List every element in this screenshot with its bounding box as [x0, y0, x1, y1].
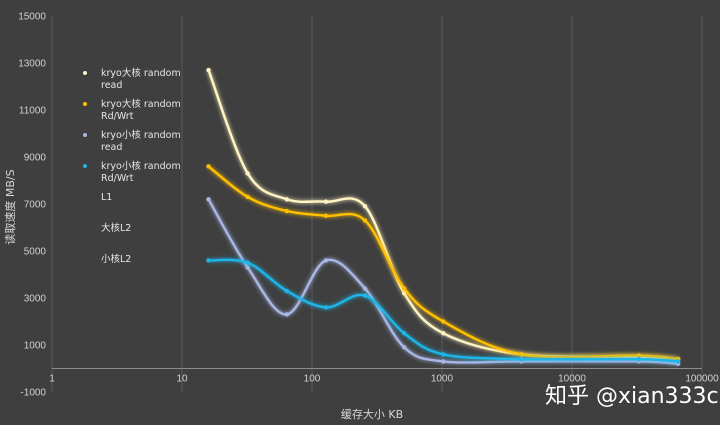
- data-point: [636, 353, 642, 358]
- x-tick-label: 10000: [558, 374, 586, 385]
- data-point: [362, 218, 368, 223]
- data-point: [206, 258, 211, 263]
- data-point: [284, 197, 290, 202]
- legend-entry-3: kryo小核 random Rd/Wrt: [101, 160, 181, 184]
- legend-entry-4: L1: [101, 192, 112, 203]
- data-point: [245, 171, 250, 176]
- series-line-2: [207, 198, 679, 365]
- legend-marker: [83, 102, 87, 106]
- legend-entry-2: kryo小核 random read: [101, 129, 181, 153]
- legend-entry-1: kryo大核 random Rd/Wrt: [101, 98, 181, 122]
- data-point: [284, 208, 290, 214]
- y-tick-label: 13000: [18, 59, 46, 70]
- y-tick-label: 9000: [24, 153, 47, 164]
- x-tick-label: 1: [49, 374, 55, 385]
- x-axis-label: 缓存大小 KB: [341, 407, 403, 421]
- legend-marker: [83, 133, 87, 137]
- watermark-text: 知乎 @xian333c: [545, 384, 719, 409]
- data-point: [519, 352, 524, 357]
- data-point: [206, 164, 211, 169]
- y-tick-label: 15000: [18, 12, 46, 23]
- data-point: [362, 286, 368, 291]
- data-point: [245, 194, 250, 200]
- data-point: [675, 359, 681, 364]
- series-line-1: [207, 165, 679, 361]
- x-tick-label: 1000: [431, 374, 454, 385]
- data-point: [323, 213, 329, 218]
- data-point: [362, 204, 368, 209]
- data-point: [402, 331, 407, 336]
- data-point: [245, 265, 250, 270]
- y-tick-label: 7000: [24, 200, 47, 211]
- data-point: [284, 312, 290, 317]
- data-point: [323, 258, 329, 263]
- y-tick-label: 5000: [24, 247, 47, 258]
- data-point: [206, 67, 211, 73]
- data-point: [441, 359, 446, 364]
- legend-entry-0: kryo大核 random read: [101, 67, 181, 91]
- data-point: [362, 293, 368, 298]
- data-point: [441, 319, 446, 324]
- legend-marker: [83, 164, 87, 168]
- legend-marker: [83, 71, 87, 75]
- data-point: [519, 356, 524, 362]
- data-point: [323, 199, 329, 204]
- y-tick-label: -1000: [20, 388, 46, 399]
- legend-entry-6: 小核L2: [101, 253, 131, 265]
- data-point: [284, 288, 290, 294]
- series-line-3: [208, 258, 679, 363]
- x-tick-label: 100000: [685, 374, 719, 385]
- y-tick-label: 3000: [24, 294, 47, 305]
- data-point: [402, 286, 407, 291]
- data-point: [636, 356, 642, 362]
- data-point: [441, 331, 446, 336]
- y-tick-label: 11000: [19, 106, 47, 117]
- data-point: [323, 305, 329, 310]
- x-tick-label: 10: [176, 374, 188, 385]
- x-tick-label: 100: [304, 374, 321, 385]
- legend-entry-5: 大核L2: [101, 222, 131, 234]
- data-point: [206, 197, 211, 202]
- y-tick-label: 1000: [24, 341, 47, 352]
- data-point: [441, 352, 446, 357]
- y-axis-label: 读取速度 MB/S: [3, 169, 17, 244]
- data-point: [245, 260, 250, 265]
- data-point: [402, 345, 407, 350]
- data-point: [402, 291, 407, 296]
